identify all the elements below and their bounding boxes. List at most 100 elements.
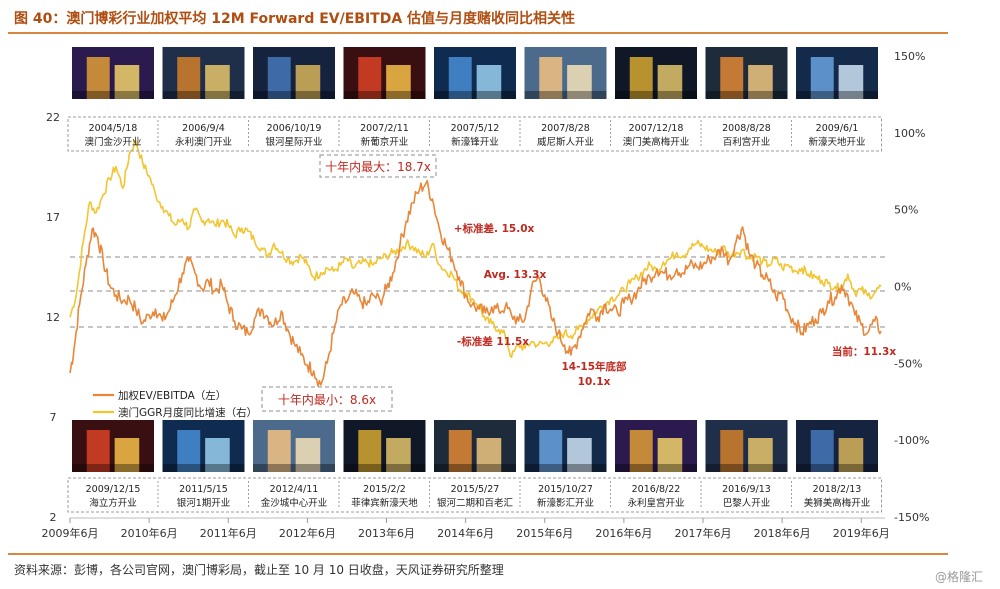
bottom-casino-strip: 2009/12/15 海立方开业 2011/5/15 银河1期开业 2012/4/11 金… bbox=[67, 420, 882, 513]
casino-card: 2011/5/15 银河1期开业 bbox=[162, 420, 249, 509]
casino-photo bbox=[705, 420, 788, 472]
casino-photo-building bbox=[476, 65, 502, 99]
casino-photo-building bbox=[177, 430, 201, 472]
x-axis-tick-label: 2015年6月 bbox=[516, 526, 573, 540]
casino-photo-building bbox=[476, 438, 502, 472]
casino-name-label: 金沙城中心开业 bbox=[261, 497, 328, 509]
casino-card: 2015/2/2 菲律宾新濠天地 bbox=[343, 420, 430, 509]
casino-photo-building bbox=[448, 430, 472, 472]
casino-photo bbox=[615, 47, 697, 99]
casino-photo-ground bbox=[434, 464, 516, 472]
casino-photo bbox=[72, 420, 154, 472]
casino-photo bbox=[796, 420, 878, 472]
casino-name-label: 新濠锋开业 bbox=[451, 136, 499, 148]
x-axis-tick-label: 2016年6月 bbox=[595, 526, 652, 540]
annotation-box-min bbox=[261, 386, 393, 412]
casino-date-label: 2012/4/11 bbox=[270, 484, 319, 495]
casino-photo bbox=[434, 47, 516, 99]
casino-photo-building bbox=[720, 430, 744, 472]
casino-date-label: 2015/2/2 bbox=[363, 484, 406, 495]
casino-name-label: 美狮美高梅开业 bbox=[804, 497, 871, 509]
casino-photo bbox=[615, 420, 697, 472]
casino-name-label: 银河星际开业 bbox=[265, 136, 322, 148]
casino-date-label: 2016/8/22 bbox=[632, 484, 681, 495]
casino-photo-ground bbox=[705, 91, 788, 99]
casino-photo-building bbox=[114, 65, 140, 99]
annotation-trough-value: 10.1x bbox=[578, 376, 611, 388]
casino-photo-building bbox=[358, 57, 382, 99]
casino-photo-ground bbox=[72, 91, 154, 99]
casino-photo-ground bbox=[705, 464, 788, 472]
casino-photo-building bbox=[838, 65, 864, 99]
casino-name-label: 澳门金沙开业 bbox=[84, 136, 141, 148]
x-axis-tick-label: 2013年6月 bbox=[358, 526, 415, 540]
series-layer bbox=[69, 139, 882, 387]
casino-photo-ground bbox=[253, 464, 335, 472]
legend-label-ev-ebitda: 加权EV/EBITDA（左） bbox=[118, 389, 226, 402]
right-axis-tick-label: 0% bbox=[894, 281, 911, 294]
casino-photo bbox=[343, 47, 426, 99]
casino-name-label: 海立方开业 bbox=[89, 497, 137, 509]
casino-photo-ground bbox=[615, 464, 697, 472]
casino-date-label: 2008/8/28 bbox=[722, 123, 771, 134]
right-axis-tick-label: -100% bbox=[894, 434, 929, 447]
casino-photo-building bbox=[205, 65, 230, 99]
casino-card: 2007/5/12 新濠锋开业 bbox=[434, 47, 521, 148]
legend-label-ggr: 澳门GGR月度同比增速（右） bbox=[118, 406, 257, 419]
x-axis-tick-label: 2014年6月 bbox=[437, 526, 494, 540]
x-axis-tick-label: 2009年6月 bbox=[42, 526, 99, 540]
casino-name-label: 威尼斯人开业 bbox=[537, 136, 594, 148]
casino-card: 2007/2/11 新葡京开业 bbox=[343, 47, 430, 148]
casino-photo-ground bbox=[72, 464, 154, 472]
casino-card: 2016/8/22 永利皇宫开业 bbox=[615, 420, 702, 509]
reference-label-minus-std: -标准差 11.5x bbox=[457, 335, 529, 348]
casino-photo-building bbox=[386, 438, 411, 472]
casino-photo bbox=[253, 420, 335, 472]
casino-photo bbox=[72, 47, 154, 99]
annotation-trough-label: 14-15年底部 bbox=[561, 360, 627, 373]
right-axis-tick-label: 50% bbox=[894, 204, 918, 217]
casino-date-label: 2004/5/18 bbox=[89, 123, 138, 134]
casino-photo-ground bbox=[615, 91, 697, 99]
casino-date-label: 2006/9/4 bbox=[182, 123, 225, 134]
casino-date-label: 2007/8/28 bbox=[541, 123, 590, 134]
casino-date-label: 2009/12/15 bbox=[86, 484, 141, 495]
casino-date-label: 2018/2/13 bbox=[813, 484, 862, 495]
left-axis-tick-label: 17 bbox=[46, 211, 60, 224]
casino-photo bbox=[162, 420, 245, 472]
title-bar: 图 40：澳门博彩行业加权平均 12M Forward EV/EBITDA 估值… bbox=[0, 0, 1000, 32]
casino-date-label: 2011/5/15 bbox=[179, 484, 228, 495]
casino-name-label: 百利宫开业 bbox=[723, 136, 771, 148]
casino-photo-building bbox=[838, 438, 864, 472]
casino-photo bbox=[524, 47, 607, 99]
casino-name-label: 菲律宾新濠天地 bbox=[351, 497, 418, 509]
right-axis-tick-label: 150% bbox=[894, 50, 925, 63]
title-divider bbox=[8, 32, 948, 34]
casino-strip-frame bbox=[67, 477, 882, 513]
casino-photo-building bbox=[86, 57, 110, 99]
casino-photo-building bbox=[629, 430, 653, 472]
casino-photo bbox=[343, 420, 426, 472]
casino-photo-building bbox=[810, 57, 834, 99]
casino-photo-building bbox=[267, 57, 291, 99]
casino-photo-building bbox=[114, 438, 140, 472]
casino-photo-building bbox=[567, 65, 592, 99]
casino-photo-building bbox=[386, 65, 411, 99]
x-axis-tick-label: 2019年6月 bbox=[833, 526, 890, 540]
x-axis-tick-label: 2018年6月 bbox=[754, 526, 811, 540]
casino-date-label: 2006/10/19 bbox=[267, 123, 322, 134]
annotations: 十年内最大：18.7x 十年内最小：8.6x +标准差. 15.0x Avg. 13.… bbox=[261, 154, 896, 412]
casino-photo bbox=[162, 47, 245, 99]
casino-photo-ground bbox=[434, 91, 516, 99]
casino-name-label: 永利澳门开业 bbox=[175, 136, 232, 148]
left-axis-tick-label: 22 bbox=[46, 111, 60, 124]
casino-date-label: 2015/10/27 bbox=[538, 484, 593, 495]
casino-photo bbox=[796, 47, 878, 99]
casino-date-label: 2007/2/11 bbox=[360, 123, 409, 134]
casino-photo-ground bbox=[343, 91, 426, 99]
casino-photo-building bbox=[267, 430, 291, 472]
casino-name-label: 新濠影汇开业 bbox=[537, 497, 594, 509]
right-axis-tick-label: 100% bbox=[894, 127, 925, 140]
casino-card: 2016/9/13 巴黎人开业 bbox=[705, 420, 792, 509]
